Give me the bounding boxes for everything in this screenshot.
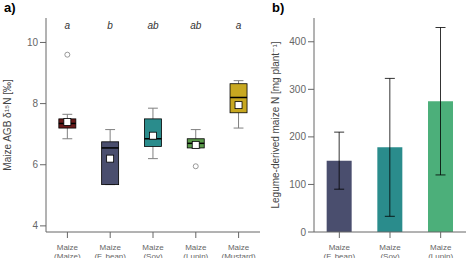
svg-text:a: a <box>236 20 242 31</box>
svg-text:Maize(Soy): Maize(Soy) <box>379 243 401 258</box>
svg-text:Maize AGB δ¹⁵N [‰]: Maize AGB δ¹⁵N [‰] <box>8 79 13 171</box>
svg-text:Maize(Lupin): Maize(Lupin) <box>183 243 208 258</box>
svg-text:Maize(F. bean): Maize(F. bean) <box>324 243 356 258</box>
svg-text:Maize(Lupin): Maize(Lupin) <box>428 243 453 258</box>
svg-text:300: 300 <box>289 84 306 95</box>
html-text:a): a) <box>4 0 16 15</box>
svg-text:4: 4 <box>32 220 38 231</box>
svg-text:10: 10 <box>27 37 39 48</box>
svg-text:Legume-derived maize N [mg pla: Legume-derived maize N [mg plant⁻¹] <box>270 41 281 208</box>
svg-text:200: 200 <box>289 131 306 142</box>
svg-text:Maize(Maize): Maize(Maize) <box>54 243 81 258</box>
svg-text:6: 6 <box>32 159 38 170</box>
svg-text:Maize(F. bean): Maize(F. bean) <box>94 243 126 258</box>
svg-text:0: 0 <box>300 227 306 238</box>
svg-text:100: 100 <box>289 179 306 190</box>
svg-text:ab: ab <box>147 20 159 31</box>
svg-text:Maize(Soy): Maize(Soy) <box>142 243 164 258</box>
svg-text:8: 8 <box>32 98 38 109</box>
svg-text:400: 400 <box>289 36 306 47</box>
svg-text:ab: ab <box>190 20 202 31</box>
svg-text:b: b <box>107 20 113 31</box>
html-text:b): b) <box>272 0 285 15</box>
svg-text:Maize(Mustard): Maize(Mustard) <box>221 243 256 258</box>
svg-text:a: a <box>65 20 71 31</box>
